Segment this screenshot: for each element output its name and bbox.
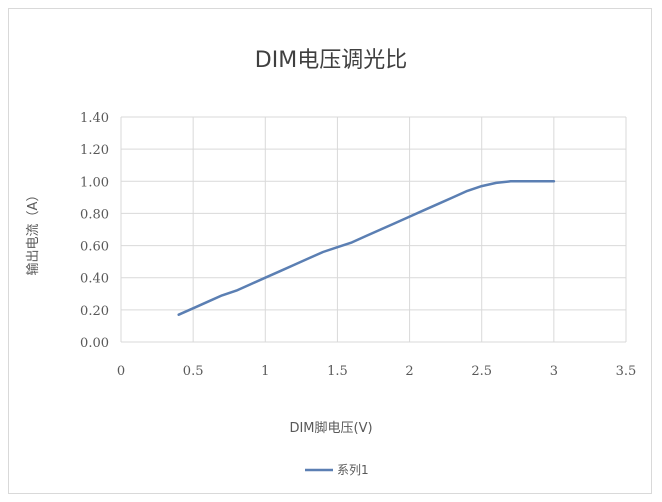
series-layer [177,180,556,316]
y-tick-label: 1.20 [80,143,109,158]
y-tick-label: 0.00 [80,336,109,351]
x-tick-label: 0.5 [183,364,204,379]
x-tick-label: 2 [405,364,413,379]
x-tick-label: 3 [550,364,558,379]
y-tick-label: 0.60 [80,240,109,255]
y-tick-label: 0.40 [80,272,109,287]
y-tick-label: 1.40 [80,111,109,126]
x-tick-label: 3.5 [616,364,637,379]
legend-label: 系列1 [337,463,369,477]
series-line [177,180,556,316]
y-axis-label: 输出电流（A） [25,189,41,276]
grid-lines [120,116,627,343]
chart-title: DIM电压调光比 [255,48,407,73]
x-tick-label: 1.5 [327,364,348,379]
y-tick-label: 0.20 [80,304,109,319]
line-chart: 0 0.5 1 1.5 2 2.5 3 3.5 0.00 0.20 0.40 0.60 0.80 1.00… [25,48,636,477]
y-tick-label: 0.80 [80,207,109,222]
x-tick-label: 1 [261,364,269,379]
x-tick-label: 2.5 [471,364,492,379]
chart-frame: 0 0.5 1 1.5 2 2.5 3 3.5 0.00 0.20 0.40 0.60 0.80 1.00… [8,8,652,494]
legend: 系列1 [305,463,369,477]
tick-labels: 0 0.5 1 1.5 2 2.5 3 3.5 0.00 0.20 0.40 0.60 0.80 1.00… [80,111,636,379]
x-axis-label: DIM脚电压(V) [289,420,372,436]
y-tick-label: 1.00 [80,175,109,190]
x-tick-label: 0 [117,364,125,379]
